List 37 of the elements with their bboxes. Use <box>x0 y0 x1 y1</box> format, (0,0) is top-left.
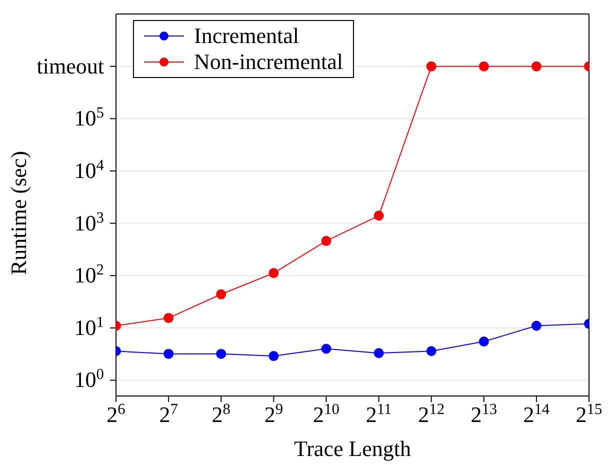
point <box>374 210 384 221</box>
x-axis-title: Trace Length <box>294 436 412 461</box>
point <box>531 61 542 72</box>
point <box>478 336 489 347</box>
point <box>164 348 174 359</box>
point <box>268 268 279 278</box>
y-tick-label: timeout <box>36 53 104 78</box>
x-tick-label: 2$^{6}$ <box>106 400 126 427</box>
point <box>426 61 436 72</box>
legend-label: Non-incremental <box>194 49 344 75</box>
y-tick-label: 10$^{2}$ <box>74 261 104 288</box>
point <box>321 344 332 354</box>
point <box>374 348 384 358</box>
x-tick-label: 2$^{8}$ <box>212 400 231 427</box>
x-tick-label: 2$^{10}$ <box>313 400 340 427</box>
x-tick-label: 2$^{14}$ <box>523 400 550 427</box>
point <box>216 289 226 300</box>
y-tick-label: 10$^{1}$ <box>74 313 104 340</box>
legend-label: Incremental <box>194 23 300 49</box>
point <box>426 346 436 356</box>
x-tick-label: 2$^{15}$ <box>576 400 602 427</box>
point <box>216 348 226 359</box>
y-tick-label: 10$^{5}$ <box>74 104 104 131</box>
y-tick-label: 10$^{4}$ <box>74 156 104 183</box>
y-tick-label: 10$^{0}$ <box>74 366 104 392</box>
point <box>164 312 174 323</box>
point <box>531 320 542 331</box>
x-tick-label: 2$^{11}$ <box>366 400 392 427</box>
x-tick-label: 2$^{13}$ <box>470 400 498 427</box>
x-tick-label: 2$^{7}$ <box>159 400 178 427</box>
x-tick-label: 2$^{9}$ <box>264 400 284 427</box>
point <box>321 236 332 246</box>
y-axis-title: Runtime (sec) <box>6 150 31 275</box>
x-tick-label: 2$^{12}$ <box>418 400 445 427</box>
point <box>478 61 489 72</box>
y-tick-label: 10$^{3}$ <box>74 208 104 236</box>
point <box>268 351 279 362</box>
